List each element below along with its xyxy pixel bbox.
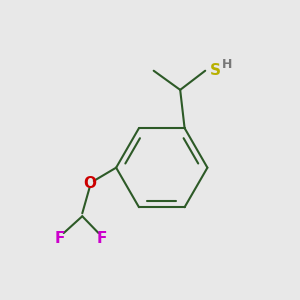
Text: O: O <box>83 176 96 191</box>
Text: F: F <box>55 231 65 246</box>
Text: H: H <box>221 58 232 71</box>
Text: S: S <box>210 63 220 78</box>
Text: F: F <box>96 231 106 246</box>
